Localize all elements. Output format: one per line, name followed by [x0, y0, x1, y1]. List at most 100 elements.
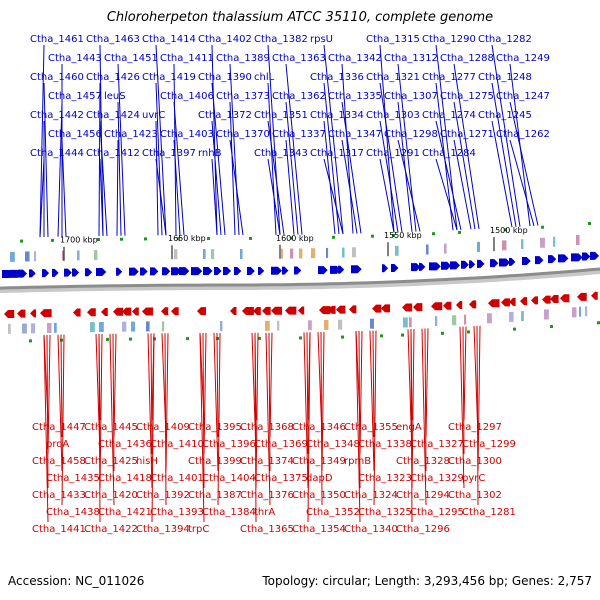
reverse-label-leader: [268, 332, 271, 472]
forward-gene-label: Ctha_1406: [160, 91, 214, 102]
reverse-gene-label: Ctha_1458: [32, 456, 86, 467]
reverse-gene-arrow: [319, 306, 331, 315]
feature-block: [370, 318, 374, 329]
forward-gene-label: Ctha_1397: [142, 148, 196, 159]
forward-gene-arrow: [490, 259, 499, 268]
reverse-gene-arrow: [402, 303, 413, 312]
reverse-gene-arrow: [431, 302, 443, 311]
marker: [392, 233, 395, 237]
reverse-gene-arrow: [113, 307, 124, 316]
reverse-gene-label: Ctha_1376: [240, 490, 294, 501]
reverse-gene-label: Ctha_1425: [84, 456, 138, 467]
reverse-label-leader: [307, 332, 311, 523]
feature-block: [521, 239, 524, 250]
forward-gene-label: Ctha_1402: [198, 34, 252, 45]
forward-gene-label: Ctha_1337: [272, 129, 326, 140]
forward-gene-label: Ctha_1403: [160, 129, 214, 140]
feature-block: [338, 319, 343, 330]
forward-gene-label: Ctha_1456: [48, 129, 102, 140]
forward-label-leader: [453, 101, 476, 230]
reverse-gene-label: Ctha_1384: [202, 507, 256, 518]
reverse-label-leader: [60, 334, 63, 438]
forward-label-leader: [323, 158, 344, 234]
marker: [458, 230, 461, 234]
forward-label-leader: [341, 63, 354, 234]
forward-label-leader: [229, 63, 240, 236]
forward-label-leader: [379, 158, 395, 233]
reverse-gene-label: Ctha_1338: [358, 439, 412, 450]
feature-block: [342, 247, 345, 258]
marker: [290, 236, 293, 240]
forward-gene-arrow: [52, 268, 59, 277]
reverse-gene-label: Ctha_1447: [32, 422, 86, 433]
marker: [120, 237, 123, 241]
forward-gene-label: Ctha_1460: [30, 72, 84, 83]
forward-label-leader: [229, 101, 236, 236]
reverse-gene-arrow: [591, 291, 598, 300]
reverse-gene-arrow: [197, 307, 207, 316]
marker: [588, 222, 591, 226]
reverse-gene-label: Ctha_1441: [32, 524, 86, 535]
reverse-gene-label: dapD: [306, 473, 333, 484]
reverse-label-leader: [355, 331, 361, 523]
reverse-gene-label: engA: [396, 422, 422, 433]
feature-block: [34, 251, 37, 262]
reverse-gene-arrow: [531, 296, 538, 305]
feature-block: [90, 322, 95, 333]
forward-label-leader: [323, 44, 344, 234]
reverse-gene-arrow: [253, 306, 261, 315]
forward-label-leader: [99, 120, 108, 236]
marker: [380, 334, 383, 338]
feature-block: [477, 241, 481, 252]
marker: [341, 335, 344, 339]
forward-gene-label: Ctha_1457: [48, 91, 102, 102]
forward-gene-arrow: [116, 267, 123, 276]
forward-gene-arrow: [171, 267, 182, 276]
reverse-label-leader: [43, 335, 49, 523]
reverse-gene-arrow: [171, 307, 179, 316]
forward-gene-label: Ctha_1303: [366, 110, 420, 121]
reverse-label-leader: [217, 333, 221, 506]
feature-block: [265, 320, 270, 331]
forward-gene-arrow: [590, 251, 600, 260]
reverse-gene-arrow: [271, 306, 283, 315]
reverse-label-leader: [462, 326, 465, 455]
forward-label-leader: [99, 158, 104, 237]
reverse-label-leader: [57, 334, 63, 472]
forward-gene-label: Ctha_1334: [310, 110, 364, 121]
reverse-gene-arrow: [381, 304, 391, 313]
forward-gene-label: Ctha_1412: [86, 148, 140, 159]
reverse-gene-label: Ctha_1421: [98, 507, 152, 518]
forward-gene-label: Ctha_1463: [86, 34, 140, 45]
feature-block: [576, 234, 580, 245]
reverse-label-leader: [199, 333, 205, 523]
forward-gene-arrow: [258, 266, 265, 275]
forward-label-leader: [509, 139, 535, 226]
forward-gene-label: uvrC: [142, 110, 165, 121]
feature-block: [553, 236, 556, 247]
feature-block: [240, 248, 243, 259]
reverse-label-leader: [269, 332, 273, 438]
reverse-gene-label: Ctha_1445: [84, 422, 138, 433]
forward-label-leader: [397, 101, 413, 232]
reverse-gene-arrow: [242, 306, 254, 315]
reverse-gene-arrow: [336, 305, 346, 314]
reverse-gene-label: Ctha_1281: [462, 507, 516, 518]
feature-block: [502, 240, 507, 251]
forward-label-leader: [211, 120, 222, 236]
forward-label-leader: [509, 101, 539, 226]
forward-label-leader: [229, 139, 244, 236]
marker: [541, 225, 544, 229]
reverse-label-leader: [47, 334, 51, 455]
feature-block: [487, 313, 492, 324]
reverse-gene-label: Ctha_1340: [344, 524, 398, 535]
forward-gene-label: Ctha_1277: [422, 72, 476, 83]
reverse-gene-label: Ctha_1395: [188, 422, 242, 433]
reverse-gene-arrow: [230, 307, 237, 315]
reverse-label-leader: [61, 334, 65, 506]
reverse-label-leader: [411, 329, 415, 489]
reverse-gene-label: Ctha_1346: [292, 422, 346, 433]
reverse-label-leader: [254, 332, 257, 523]
feature-block: [311, 248, 316, 259]
accession-label: Accession: NC_011026: [8, 574, 145, 588]
